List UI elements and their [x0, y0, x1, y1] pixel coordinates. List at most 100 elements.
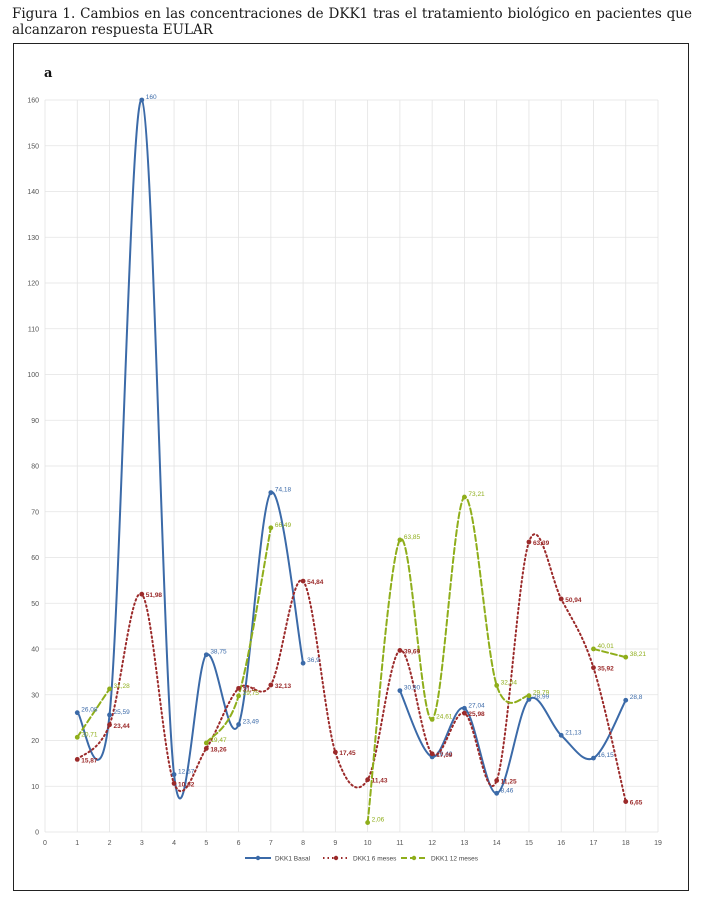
data-point [494, 778, 500, 783]
data-point [591, 665, 596, 671]
data-label: 36,9 [307, 657, 320, 664]
x-tick-label: 17 [590, 840, 598, 847]
y-tick-label: 60 [31, 555, 39, 562]
data-label: 32,13 [275, 683, 292, 690]
data-label: 8,46 [501, 787, 514, 794]
data-point [558, 596, 564, 602]
x-tick-label: 11 [396, 840, 403, 847]
data-point [74, 734, 80, 740]
data-point [268, 490, 274, 496]
y-tick-label: 70 [31, 509, 39, 516]
data-label: 63,85 [404, 534, 421, 541]
data-label: 32,04 [501, 679, 518, 686]
y-tick-label: 40 [31, 647, 39, 654]
data-point [203, 740, 209, 746]
legend-entry: DKK1 Basal [275, 855, 311, 862]
data-label: 29,79 [533, 690, 550, 697]
data-label: 24,61 [436, 713, 453, 720]
x-tick-label: 3 [140, 840, 144, 847]
data-label: 51,98 [146, 592, 163, 599]
grid-lines [44, 99, 659, 833]
data-label: 66,49 [275, 522, 292, 529]
data-point [107, 686, 112, 692]
data-point [462, 710, 467, 716]
data-label: 29,75 [243, 690, 260, 697]
x-tick-label: 4 [172, 840, 176, 847]
x-tick-label: 5 [204, 840, 208, 847]
data-label: 16,42 [436, 751, 453, 758]
series-line-2 [592, 647, 627, 659]
data-label: 38,21 [630, 651, 647, 658]
data-point [623, 799, 629, 804]
data-points [74, 97, 629, 825]
data-point [429, 717, 435, 722]
data-label: 30,90 [404, 685, 421, 692]
x-tick-label: 0 [43, 840, 47, 847]
data-point [332, 749, 338, 755]
x-tick-label: 12 [428, 840, 436, 847]
data-point [300, 578, 306, 584]
data-label: 25,98 [468, 711, 485, 718]
y-tick-label: 10 [31, 784, 39, 791]
data-label: 28,8 [630, 694, 643, 701]
legend-entry: DKK1 12 meses [431, 855, 479, 862]
series-line-2 [205, 526, 272, 744]
series-line-1 [76, 533, 627, 803]
data-point [591, 646, 596, 652]
axes: 0102030405060708090100110120130140150160… [27, 98, 662, 848]
y-tick-label: 90 [31, 418, 39, 425]
legend-entry: DKK1 6 meses [353, 855, 397, 862]
data-point [429, 751, 435, 757]
y-tick-label: 150 [27, 143, 39, 150]
data-point [623, 697, 629, 703]
legend-marker-0 [255, 855, 261, 861]
data-point [236, 693, 241, 699]
data-label: 11,43 [372, 778, 388, 785]
data-point [365, 820, 371, 825]
series-lines [76, 98, 627, 824]
y-tick-label: 140 [27, 189, 39, 196]
data-label: 27,04 [468, 702, 485, 709]
legend-marker-1 [333, 855, 339, 861]
data-point [494, 683, 500, 688]
x-tick-label: 9 [333, 840, 337, 847]
data-label: 23,49 [243, 719, 260, 726]
data-point [397, 648, 403, 653]
data-point [462, 705, 467, 711]
data-label: 17,45 [339, 750, 356, 757]
y-tick-label: 0 [35, 830, 39, 837]
x-tick-label: 14 [493, 840, 501, 847]
x-tick-label: 2 [108, 840, 112, 847]
series-line-0 [76, 98, 305, 800]
data-label: 50,94 [565, 597, 582, 604]
data-label: 31,28 [114, 683, 131, 690]
data-label: 17,09 [436, 752, 453, 759]
y-tick-label: 160 [27, 98, 39, 105]
data-point [203, 746, 209, 751]
data-label: 31,4 [243, 686, 256, 693]
x-tick-label: 19 [654, 840, 662, 847]
data-point [236, 722, 241, 727]
data-label: 19,47 [210, 737, 227, 744]
x-tick-label: 8 [301, 840, 305, 847]
legend: DKK1 Basal DKK1 6 meses DKK1 12 meses [245, 855, 479, 862]
data-label: 28,99 [533, 693, 550, 700]
series-line-2 [76, 687, 111, 739]
data-point [107, 722, 112, 728]
y-tick-label: 110 [28, 326, 39, 333]
data-point [300, 660, 306, 666]
data-point [526, 539, 532, 545]
x-tick-label: 16 [557, 840, 565, 847]
x-tick-label: 13 [461, 840, 469, 847]
data-point [526, 696, 532, 702]
y-tick-label: 120 [27, 281, 39, 288]
data-label: 16,15 [597, 752, 614, 759]
data-point [494, 790, 500, 796]
panel-label: a [44, 66, 53, 81]
chart-frame [13, 43, 689, 891]
data-point [526, 693, 532, 699]
y-tick-label: 100 [27, 372, 39, 379]
data-label: 23,44 [114, 723, 131, 730]
data-point [139, 97, 145, 103]
